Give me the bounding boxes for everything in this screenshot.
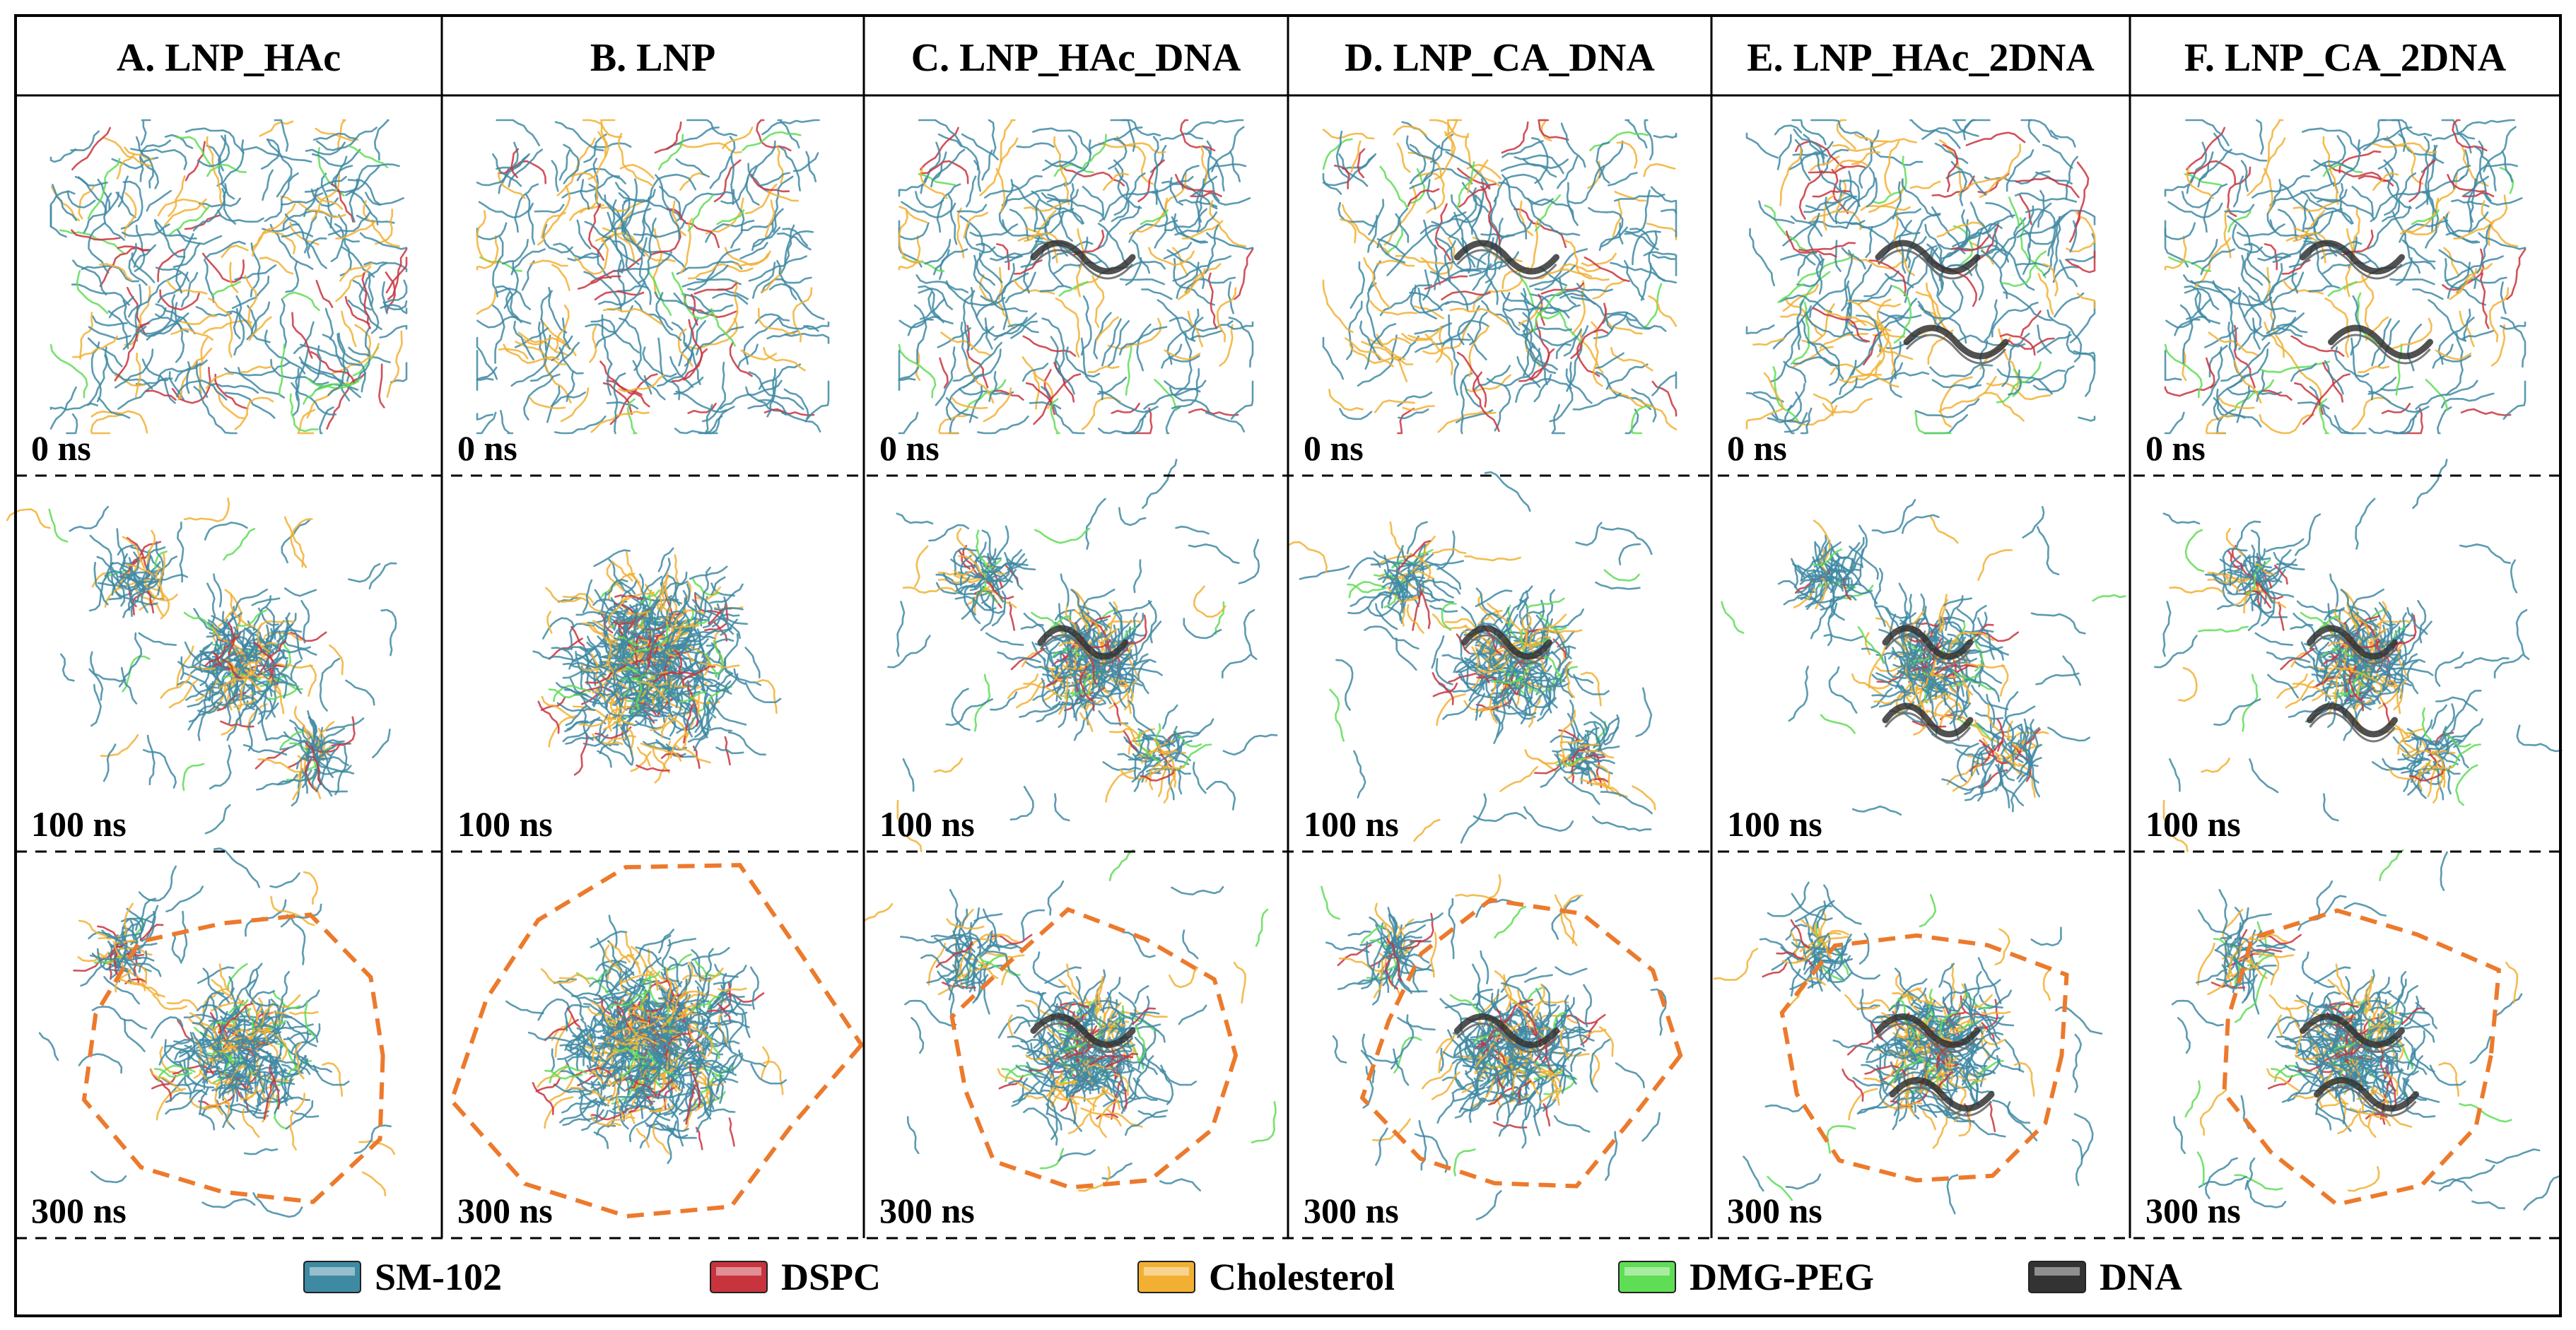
- snapshot-a-1: 100 ns: [6, 498, 397, 844]
- legend-item: Cholesterol: [1137, 1256, 1395, 1298]
- snapshot-f-0: 0 ns: [2145, 119, 2527, 468]
- snapshot-a-2: 300 ns: [31, 847, 396, 1230]
- aggregate-outline: [2222, 908, 2502, 1207]
- column-header-b: B. LNP: [590, 36, 715, 80]
- time-label: 0 ns: [879, 428, 939, 468]
- snapshot-d-0: 0 ns: [1304, 119, 1678, 468]
- snapshot-d-2: 300 ns: [1304, 873, 1683, 1230]
- legend-swatch: [1618, 1261, 1676, 1293]
- legend-item: DSPC: [710, 1256, 881, 1298]
- snapshot-c-1: 100 ns: [879, 459, 1278, 852]
- legend-swatch-highlight: [1624, 1267, 1670, 1276]
- time-label: 0 ns: [457, 428, 517, 468]
- snapshot-b-1: 100 ns: [457, 547, 782, 844]
- snapshot-b-0: 0 ns: [457, 119, 830, 468]
- column-header-a: A. LNP_HAc: [117, 36, 341, 80]
- time-label: 100 ns: [1727, 804, 1822, 844]
- legend-label: DNA: [2100, 1256, 2182, 1298]
- snapshot-d-1: 100 ns: [1288, 471, 1656, 844]
- time-label: 300 ns: [1727, 1191, 1822, 1230]
- legend-swatch-highlight: [1144, 1267, 1189, 1276]
- legend-swatch-highlight: [716, 1267, 761, 1276]
- snapshot-panels: 0 ns 100 ns 300 ns 0 ns 100 ns 300 ns 0 ns 100 …: [6, 119, 2563, 1230]
- snapshot-c-2: 300 ns: [863, 849, 1277, 1230]
- legend-swatch-highlight: [2035, 1267, 2080, 1276]
- aggregate-outline: [1779, 933, 2069, 1183]
- time-label: 0 ns: [31, 428, 91, 468]
- legend-swatch: [2028, 1261, 2086, 1293]
- legend-item: DNA: [2028, 1256, 2182, 1298]
- legend-swatch: [303, 1261, 361, 1293]
- column-header-d: D. LNP_CA_DNA: [1345, 36, 1655, 80]
- time-label: 100 ns: [1304, 804, 1399, 844]
- snapshot-b-2: 300 ns: [449, 863, 865, 1230]
- snapshot-e-0: 0 ns: [1727, 119, 2096, 468]
- time-label: 300 ns: [2145, 1191, 2241, 1230]
- time-label: 0 ns: [2145, 428, 2206, 468]
- snapshot-a-0: 0 ns: [31, 119, 408, 468]
- column-header-f: F. LNP_CA_2DNA: [2184, 36, 2507, 80]
- aggregate-outline: [449, 863, 865, 1219]
- column-headers: A. LNP_HAc B. LNP C. LNP_HAc_DNA D. LNP_CA_…: [117, 36, 2507, 80]
- snapshot-e-1: 100 ns: [1721, 499, 2126, 844]
- time-label: 100 ns: [879, 804, 975, 844]
- legend-swatch: [1137, 1261, 1195, 1293]
- table-grid: [14, 14, 2562, 1317]
- snapshot-e-2: 300 ns: [1713, 881, 2103, 1230]
- legend-label: Cholesterol: [1209, 1256, 1395, 1298]
- time-label: 300 ns: [31, 1191, 127, 1230]
- time-label: 300 ns: [1304, 1191, 1399, 1230]
- legend-swatch: [710, 1261, 768, 1293]
- snapshot-f-2: 300 ns: [2145, 849, 2560, 1230]
- legend-label: SM-102: [375, 1256, 502, 1298]
- legend-swatch-highlight: [310, 1267, 355, 1276]
- legend-item: SM-102: [303, 1256, 502, 1298]
- legend-label: DMG-PEG: [1690, 1256, 1874, 1298]
- column-header-c: C. LNP_HAc_DNA: [911, 36, 1241, 80]
- legend-item: DMG-PEG: [1618, 1256, 1874, 1298]
- time-label: 100 ns: [457, 804, 553, 844]
- column-header-e: E. LNP_HAc_2DNA: [1747, 36, 2095, 80]
- snapshot-c-0: 0 ns: [879, 119, 1254, 468]
- time-label: 100 ns: [31, 804, 127, 844]
- time-label: 100 ns: [2145, 804, 2241, 844]
- time-label: 300 ns: [879, 1191, 975, 1230]
- time-label: 0 ns: [1304, 428, 1364, 468]
- snapshot-f-1: 100 ns: [2145, 459, 2563, 852]
- time-label: 0 ns: [1727, 428, 1787, 468]
- legend: SM-102 DSPC Cholesterol DMG-PEG DNA: [303, 1256, 2182, 1298]
- aggregate-outline: [949, 907, 1239, 1190]
- legend-label: DSPC: [781, 1256, 881, 1298]
- time-label: 300 ns: [457, 1191, 553, 1230]
- aggregate-outline: [1359, 898, 1683, 1189]
